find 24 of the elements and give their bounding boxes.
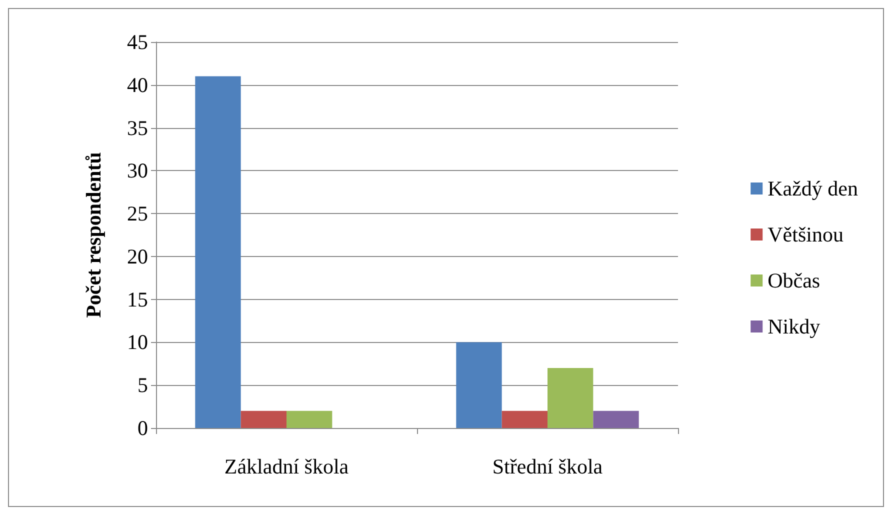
y-axis-title: Počet respondentů xyxy=(82,152,106,318)
y-tick-label: 10 xyxy=(127,330,148,354)
bar xyxy=(502,410,548,428)
bar xyxy=(548,368,594,428)
y-tick-label: 30 xyxy=(127,158,148,183)
y-tick-label: 0 xyxy=(138,416,148,440)
x-tick-label: Střední škola xyxy=(492,454,604,478)
x-tick-label: Základní škola xyxy=(224,454,350,478)
legend-label: Každý den xyxy=(768,176,858,200)
y-tick-label: 45 xyxy=(127,30,148,54)
legend-label: Občas xyxy=(768,268,820,292)
bar xyxy=(240,410,286,428)
legend-label: Nikdy xyxy=(768,314,821,338)
y-tick-label: 25 xyxy=(127,202,148,226)
bar xyxy=(195,76,241,428)
y-tick-label: 35 xyxy=(127,116,148,140)
bar xyxy=(593,410,639,428)
y-tick-label: 20 xyxy=(127,244,148,268)
legend-label: Většinou xyxy=(768,222,844,246)
y-tick-label: 40 xyxy=(127,72,148,97)
bar xyxy=(286,410,332,428)
bar xyxy=(456,342,502,428)
y-tick-label: 5 xyxy=(138,373,148,398)
y-tick-label: 15 xyxy=(127,287,148,312)
